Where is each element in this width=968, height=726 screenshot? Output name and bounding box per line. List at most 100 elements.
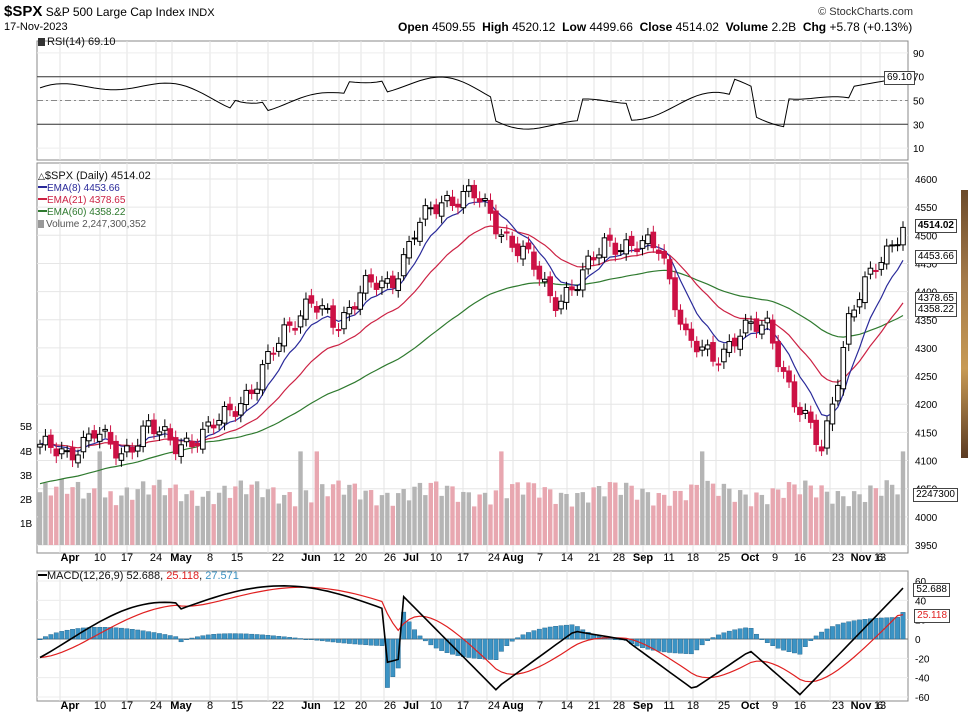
macd-histogram-bar bbox=[265, 635, 271, 640]
volume-bar bbox=[667, 505, 672, 545]
macd-histogram-bar bbox=[357, 638, 363, 645]
volume-tick-label: 5B bbox=[20, 422, 33, 433]
macd-pill: 52.688 bbox=[913, 583, 950, 597]
volume-bar bbox=[37, 492, 43, 545]
macd-histogram-bar bbox=[737, 628, 743, 640]
volume-bar bbox=[358, 499, 363, 545]
candle-body bbox=[194, 442, 201, 447]
volume-bar bbox=[526, 482, 531, 545]
candle-body bbox=[324, 307, 331, 310]
x-tick-label: Jun bbox=[301, 552, 321, 564]
macd-tick-label: 0 bbox=[915, 635, 921, 646]
candle-body bbox=[498, 234, 505, 237]
candle-body bbox=[710, 342, 716, 362]
candle-body bbox=[541, 278, 548, 283]
volume-bar bbox=[140, 481, 146, 545]
volume-bar bbox=[721, 483, 727, 545]
volume-bar bbox=[200, 496, 206, 545]
price-tick-label: 4500 bbox=[915, 231, 938, 242]
candle-body bbox=[894, 244, 901, 247]
macd-histogram-bar bbox=[270, 635, 276, 640]
macd-histogram-bar bbox=[135, 629, 141, 640]
macd-histogram-bar bbox=[43, 636, 48, 640]
macd-histogram-bar bbox=[113, 627, 119, 640]
candle-body bbox=[335, 329, 342, 332]
x-tick-label: 18 bbox=[687, 552, 699, 564]
volume-bar bbox=[271, 487, 276, 545]
volume-bar bbox=[482, 492, 488, 545]
candle-body bbox=[37, 443, 43, 448]
x-tick-label: 14 bbox=[561, 700, 573, 712]
macd-histogram-bar bbox=[428, 638, 434, 646]
volume-bar bbox=[629, 485, 634, 545]
macd-histogram-bar bbox=[585, 632, 591, 640]
candle-body bbox=[200, 428, 206, 450]
symbol-label: $SPX bbox=[4, 3, 43, 20]
candle-body bbox=[748, 321, 754, 324]
x-tick-label: 17 bbox=[457, 700, 469, 712]
candle-body bbox=[840, 347, 847, 390]
macd-histogram-bar bbox=[526, 632, 531, 640]
macd-histogram-bar bbox=[547, 626, 553, 640]
candle-body bbox=[569, 286, 575, 291]
x-tick-label: 28 bbox=[613, 700, 625, 712]
macd-histogram-bar bbox=[661, 638, 667, 653]
volume-bar bbox=[830, 503, 835, 545]
candle-body bbox=[476, 198, 483, 203]
x-tick-label: 24 bbox=[488, 552, 500, 564]
macd-histogram-bar bbox=[716, 634, 721, 640]
volume-bar bbox=[873, 488, 879, 545]
candle-body bbox=[221, 405, 228, 424]
volume-bar bbox=[303, 490, 309, 545]
volume-bar bbox=[477, 494, 482, 545]
close-pill: 4514.02 bbox=[914, 219, 957, 233]
macd-histogram-bar bbox=[678, 638, 683, 654]
volume-bar bbox=[689, 484, 694, 545]
candle-body bbox=[552, 297, 559, 311]
x-tick-label: 10 bbox=[94, 552, 106, 564]
rsi-tick-label: 30 bbox=[913, 120, 925, 131]
volume-bar bbox=[596, 486, 602, 545]
x-tick-label: 12 bbox=[333, 700, 345, 712]
volume-bar bbox=[417, 482, 423, 545]
candle-body bbox=[883, 245, 890, 265]
macd-histogram-bar bbox=[195, 636, 200, 640]
volume-bar bbox=[602, 496, 607, 545]
volume-bar bbox=[895, 494, 900, 545]
quote-date: 17-Nov-2023 bbox=[4, 21, 68, 33]
candle-body bbox=[53, 448, 60, 457]
macd-histogram-bar bbox=[710, 637, 716, 640]
volume-bar bbox=[705, 480, 710, 545]
volume-bar bbox=[472, 506, 477, 545]
macd-histogram-bar bbox=[705, 638, 711, 641]
volume-bar bbox=[889, 484, 895, 545]
macd-histogram-bar bbox=[406, 621, 412, 640]
x-tick-label: 21 bbox=[588, 552, 600, 564]
price-legend-main: △$SPX (Daily) 4514.02 bbox=[38, 170, 151, 182]
candle-body bbox=[829, 403, 836, 425]
volume-bar bbox=[510, 484, 515, 545]
volume-bar bbox=[537, 497, 542, 545]
macd-histogram-bar bbox=[895, 617, 900, 640]
ema60-legend: EMA(60) 4358.22 bbox=[38, 207, 125, 218]
candle-body bbox=[330, 305, 336, 328]
x-tick-label: 16 bbox=[794, 552, 806, 564]
candle-body bbox=[183, 437, 190, 443]
candle-body bbox=[460, 191, 467, 209]
x-tick-label: 24 bbox=[150, 700, 162, 712]
macd-histogram-bar bbox=[542, 627, 548, 640]
rsi-legend: RSI(14) 69.10 bbox=[38, 36, 115, 48]
macd-histogram-bar bbox=[368, 638, 374, 646]
candle-body bbox=[433, 204, 440, 215]
x-tick-label: 7 bbox=[537, 700, 543, 712]
candle-body bbox=[352, 306, 358, 310]
volume-bar bbox=[195, 505, 200, 545]
candle-body bbox=[42, 435, 49, 446]
macd-histogram-bar bbox=[227, 633, 233, 640]
macd-histogram-bar bbox=[466, 638, 472, 658]
macd-histogram-bar bbox=[558, 625, 564, 640]
macd-histogram-bar bbox=[287, 637, 293, 640]
candle-body bbox=[726, 341, 733, 353]
candle-body bbox=[58, 448, 65, 455]
volume-bar bbox=[466, 492, 471, 545]
